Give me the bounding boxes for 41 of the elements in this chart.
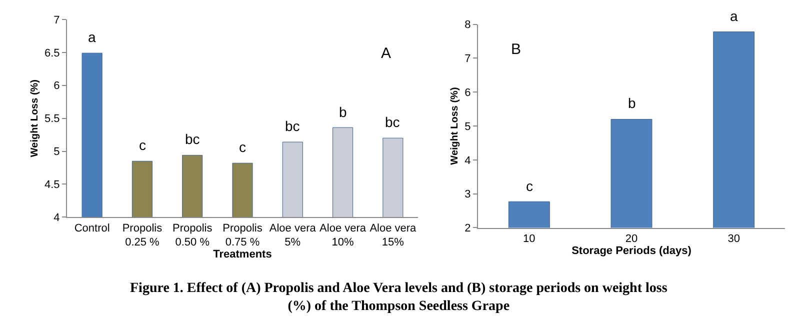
x-tick-label: 30 [728, 232, 740, 245]
y-tick-label: 8 [464, 19, 471, 32]
y-tick-label: 5 [464, 120, 471, 133]
x-axis-title: Treatments [213, 248, 272, 261]
annotation: c [526, 178, 533, 194]
y-tick-label: 7 [54, 14, 60, 26]
x-tick-label: Propolis 0.75 % [222, 222, 263, 249]
x-tick-label: Aloe vera 5% [269, 222, 317, 249]
y-tick-label: 6.5 [44, 47, 60, 60]
x-tick-label: Control [74, 222, 110, 234]
y-tick-label: 7 [464, 53, 471, 66]
x-tick-label: Propolis 0.25 % [122, 222, 163, 249]
y-tick-label: 2 [464, 222, 471, 235]
y-tick-label: 6 [464, 86, 471, 99]
x-axis-title: Storage Periods (days) [572, 244, 692, 257]
annotation: bc [285, 118, 300, 134]
y-tick-label: 3 [464, 188, 471, 201]
x-tick-label: 20 [625, 232, 638, 245]
annotation: bc [385, 114, 400, 130]
y-tick-label: 4 [54, 212, 60, 224]
y-tick-label: 4.5 [44, 179, 60, 192]
y-axis-title: Weight Loss (%) [30, 80, 41, 158]
x-tick-label: 10 [523, 232, 536, 245]
annotation: c [239, 139, 246, 155]
annotation: b [339, 104, 347, 120]
annotation: c [139, 137, 146, 153]
x-tick-label: Aloe vera 10% [320, 222, 367, 249]
annotation: b [628, 95, 636, 111]
y-tick-label: 5 [54, 146, 60, 158]
annotation: a [88, 29, 96, 45]
y-tick-label: 5.5 [44, 113, 60, 126]
y-axis-title: Weight Loss (%) [450, 87, 461, 165]
annotation: bc [185, 131, 200, 147]
x-tick-label: Propolis 0.50 % [172, 222, 213, 249]
annotation: A [381, 45, 392, 62]
annotation: B [511, 41, 522, 58]
y-tick-label: 6 [54, 80, 60, 92]
caption: Figure 1. Effect of (A) Propolis and Aloe Vera levels and (B) storage periods on weight loss (%) of the Thompson Seedless Grape [130, 281, 668, 314]
annotation: a [730, 8, 738, 24]
x-tick-label: Aloe vera 15% [370, 222, 418, 249]
y-tick-label: 4 [464, 154, 471, 167]
